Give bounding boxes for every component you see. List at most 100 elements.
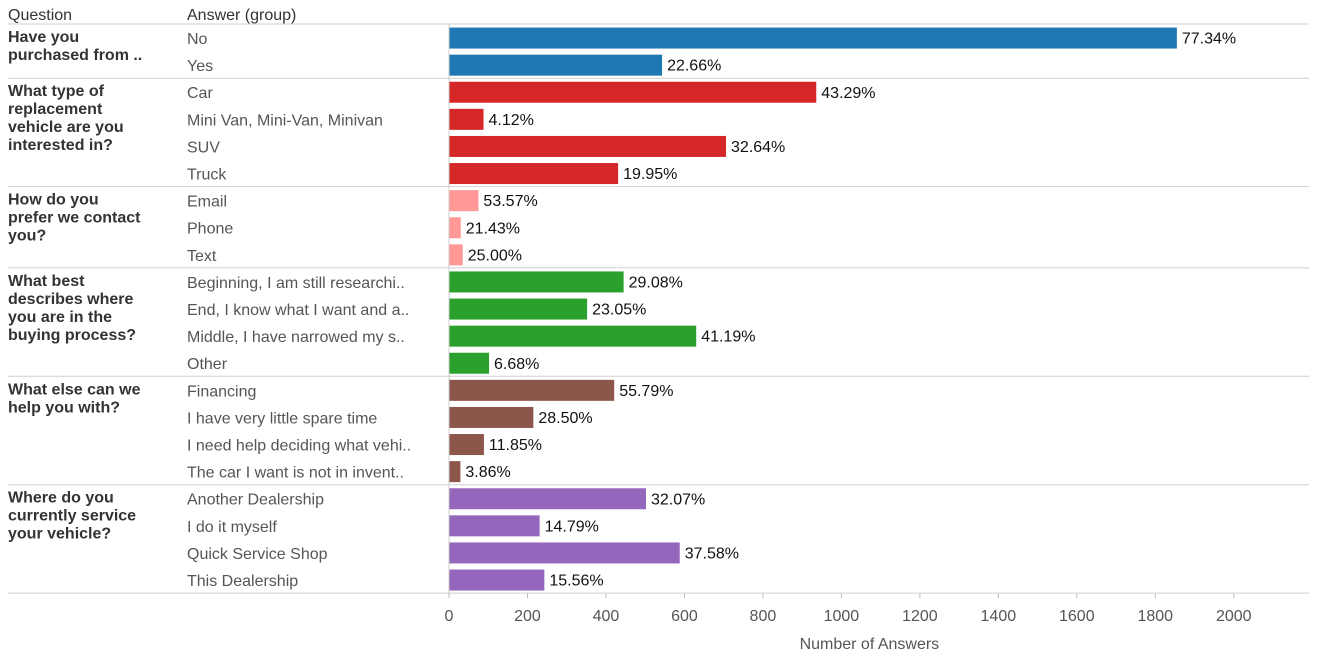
tick-label: 1800 [1137, 608, 1173, 625]
bar [449, 190, 479, 212]
header-question: Question [8, 7, 72, 24]
bar [449, 542, 680, 564]
header-answer: Answer (group) [187, 7, 296, 24]
data-label: 11.85% [489, 437, 542, 454]
bar [449, 27, 1177, 49]
chart-rows: Have you purchased from .. No 77.34% Yes 22.6… [8, 23, 1309, 594]
bar [449, 135, 727, 157]
bar [449, 569, 545, 591]
question-line: your vehicle? [8, 526, 111, 543]
answer-label: This Dealership [187, 573, 298, 590]
question-line: replacement [8, 101, 103, 118]
x-axis: 0 200 400 600 800 1000 1200 1400 1600 1800 2000 Num… [445, 593, 1252, 653]
answer-label: I do it myself [187, 519, 277, 536]
bar [449, 163, 619, 185]
data-label: 19.95% [623, 166, 677, 183]
tick-label: 2000 [1216, 608, 1252, 625]
answer-label: I need help deciding what vehi.. [187, 438, 411, 455]
data-label: 53.57% [483, 193, 537, 210]
answer-label: Yes [187, 58, 213, 75]
tick-label: 1200 [902, 608, 938, 625]
data-label: 23.05% [592, 302, 646, 319]
answer-label: SUV [187, 139, 220, 156]
question-label-5: Where do you currently service your vehicl… [8, 490, 136, 543]
question-line: help you with? [8, 399, 120, 416]
question-line: interested in? [8, 137, 113, 154]
question-label-3: What best describes where you are in the bu… [8, 273, 136, 344]
answer-label: Phone [187, 221, 233, 238]
tick-label: 0 [445, 608, 454, 625]
answer-label: Quick Service Shop [187, 546, 328, 563]
bar [449, 108, 484, 130]
question-label-0: Have you purchased from .. [8, 29, 142, 64]
bar [449, 406, 534, 428]
bar [449, 352, 490, 374]
data-label: 25.00% [468, 247, 522, 264]
bar [449, 434, 484, 456]
x-axis-title: Number of Answers [800, 636, 940, 653]
answer-label: Email [187, 194, 227, 211]
tick-label: 1400 [981, 608, 1017, 625]
answer-label: Beginning, I am still researchi.. [187, 275, 405, 292]
data-label: 41.19% [701, 329, 755, 346]
tick-label: 600 [671, 608, 698, 625]
data-label: 32.64% [731, 139, 785, 156]
answer-label: Middle, I have narrowed my s.. [187, 329, 405, 346]
bar [449, 271, 624, 293]
data-label: 3.86% [465, 464, 510, 481]
bar [449, 515, 540, 537]
answer-label: I have very little spare time [187, 410, 377, 427]
question-line: currently service [8, 508, 136, 525]
data-label: 43.29% [821, 85, 875, 102]
tick-label: 800 [750, 608, 777, 625]
answer-label: Car [187, 85, 213, 102]
data-label: 6.68% [494, 356, 539, 373]
data-label: 4.12% [489, 112, 534, 129]
question-line: What else can we [8, 381, 141, 398]
question-line: Have you [8, 29, 79, 46]
answer-label: Financing [187, 383, 256, 400]
bar [449, 217, 461, 239]
question-line: describes where [8, 291, 134, 308]
bar [449, 54, 663, 76]
question-label-2: How do you prefer we contact you? [8, 192, 141, 245]
question-line: What best [8, 273, 85, 290]
bar [449, 298, 588, 320]
question-line: you are in the [8, 309, 112, 326]
answer-label: Text [187, 248, 217, 265]
question-label-4: What else can we help you with? [8, 381, 141, 416]
answer-label: The car I want is not in invent.. [187, 465, 404, 482]
bar [449, 81, 817, 103]
data-label: 37.58% [685, 545, 739, 562]
data-label: 28.50% [538, 410, 592, 427]
question-line: purchased from .. [8, 47, 142, 64]
answer-label: End, I know what I want and a.. [187, 302, 409, 319]
bar [449, 488, 646, 510]
data-label: 55.79% [619, 383, 673, 400]
answer-label: Mini Van, Mini-Van, Minivan [187, 112, 383, 129]
question-line: you? [8, 228, 46, 245]
bar [449, 325, 697, 347]
tick-label: 400 [593, 608, 620, 625]
question-line: How do you [8, 192, 99, 209]
question-line: prefer we contact [8, 210, 141, 227]
bar [449, 461, 461, 483]
answer-label: Another Dealership [187, 492, 324, 509]
question-line: buying process? [8, 327, 136, 344]
tick-label: 200 [514, 608, 541, 625]
answer-label: Other [187, 356, 228, 373]
bar [449, 244, 463, 266]
data-label: 21.43% [466, 220, 520, 237]
data-label: 14.79% [545, 518, 599, 535]
answer-label: No [187, 31, 208, 48]
data-label: 29.08% [629, 274, 683, 291]
question-line: vehicle are you [8, 119, 124, 136]
question-line: What type of [8, 83, 105, 100]
answer-label: Truck [187, 167, 227, 184]
data-label: 77.34% [1182, 31, 1236, 48]
data-label: 22.66% [667, 58, 721, 75]
tick-label: 1000 [824, 608, 860, 625]
bar [449, 379, 615, 401]
